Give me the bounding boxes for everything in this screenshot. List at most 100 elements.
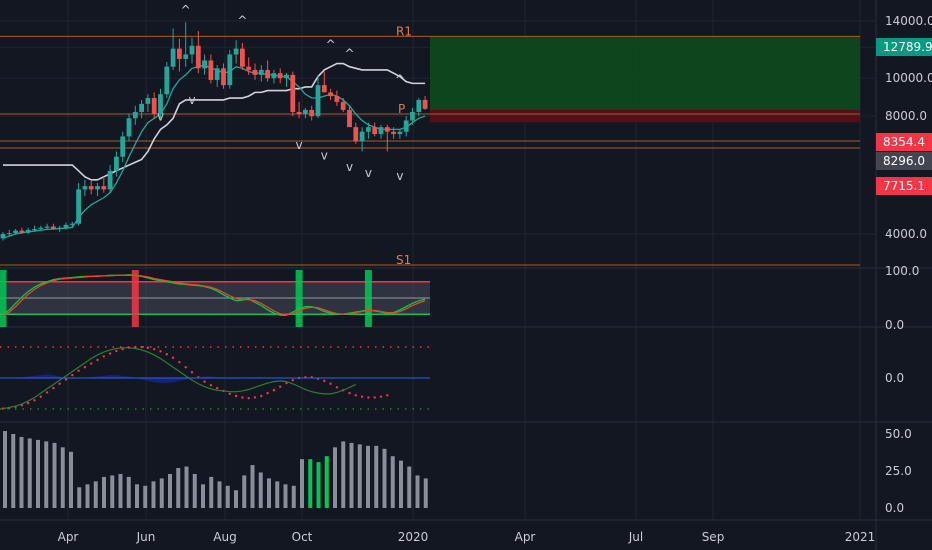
price-tag-label: 12789.9 (883, 40, 932, 54)
momentum-dot (71, 373, 74, 377)
x-axis-tick: Sep (702, 530, 725, 544)
candle-body (315, 85, 321, 117)
volume-bar (3, 431, 7, 508)
price-tag-bg (876, 152, 932, 170)
candle-body (183, 54, 189, 59)
stop-box (430, 109, 860, 123)
momentum-area (0, 374, 293, 384)
candle-body (63, 224, 69, 228)
momentum-dot (171, 356, 175, 360)
momentum-axis-tick: 0.0 (885, 371, 904, 385)
price-axis-tick: 4000.0 (885, 227, 927, 241)
momentum-dot (165, 353, 168, 356)
candle-body (271, 73, 277, 79)
momentum-dot (379, 395, 383, 398)
volume-bars (3, 431, 428, 508)
momentum-dot (153, 348, 156, 351)
candle-body (214, 68, 220, 80)
volume-bar (36, 439, 40, 508)
candle-body (57, 227, 63, 229)
candle-body (391, 131, 396, 135)
volume-bar (308, 459, 313, 508)
volume-bar (69, 451, 73, 508)
volume-bar (423, 478, 428, 508)
volume-bar (44, 441, 49, 508)
momentum-dot (146, 346, 150, 349)
x-axis-tick: Aug (213, 530, 236, 544)
volume-bar (126, 476, 131, 508)
momentum-dot (260, 394, 263, 398)
candle-body (101, 186, 107, 190)
green-marker: ^ (395, 72, 405, 86)
x-axis-tick: Apr (58, 530, 79, 544)
volume-bar (209, 476, 214, 508)
candle-body (321, 85, 327, 93)
candle-body (221, 68, 226, 86)
green-marker: ^ (344, 46, 354, 60)
pivot-label-p: P (398, 102, 405, 116)
momentum-dot (140, 345, 143, 349)
momentum-dot (386, 394, 389, 397)
candle-body (258, 69, 264, 75)
oscillator-highlight-bar (295, 270, 303, 327)
volume-bar (77, 487, 82, 508)
projection-box (430, 36, 860, 110)
candle-body (107, 170, 113, 190)
pivot-label-s1: S1 (396, 253, 411, 267)
candle-body (88, 186, 94, 190)
candle-body (334, 96, 340, 102)
volume-bar (151, 481, 156, 508)
momentum-dot (209, 384, 213, 387)
momentum-dot (360, 395, 364, 398)
candle-body (372, 127, 378, 135)
volume-bar (382, 448, 387, 508)
candle-body (6, 233, 12, 235)
x-axis-tick: Jun (136, 530, 156, 544)
volume-bar (258, 472, 263, 508)
x-axis-tick: Oct (292, 530, 313, 544)
candle-body (303, 109, 308, 115)
candle-body (296, 111, 302, 115)
x-axis-tick: 2020 (398, 530, 429, 544)
momentum-dot (27, 402, 30, 405)
candle-body (177, 48, 182, 59)
candle-body (13, 230, 18, 234)
candle-body (233, 48, 239, 55)
candle-body (158, 94, 163, 115)
momentum-dot (83, 366, 87, 369)
volume-bar (192, 473, 197, 508)
candle-body (151, 98, 157, 115)
volume-bar (234, 490, 238, 508)
candle-body (126, 118, 132, 137)
momentum-dot (348, 391, 351, 395)
candle-body (25, 229, 31, 233)
volume-bar (283, 484, 288, 508)
candle-body (19, 230, 25, 233)
momentum-dot (291, 378, 294, 382)
momentum-dot (159, 350, 162, 353)
momentum-dot (52, 386, 55, 390)
volume-bar (316, 462, 321, 508)
volume-axis-tick: 0.0 (885, 501, 904, 515)
candle-body (403, 120, 409, 132)
volume-bar (341, 441, 346, 508)
candle-body (145, 98, 151, 104)
volume-bar (102, 476, 106, 508)
candle-body (82, 186, 88, 190)
oscillator-highlight-bar (364, 270, 372, 327)
candle-body (76, 189, 81, 224)
volume-bar (349, 442, 354, 508)
candle-body (114, 156, 119, 171)
momentum-dot (58, 382, 61, 385)
pivot-label-r1: R1 (396, 24, 412, 38)
candle-body (410, 111, 415, 121)
red-marker: v (157, 109, 164, 123)
volume-bar (143, 485, 148, 508)
momentum-series-1 (2, 347, 357, 410)
momentum-dot (285, 381, 288, 385)
price-tag-bg (876, 133, 932, 151)
volume-bar (333, 447, 337, 508)
price-axis-tick: 10000.0 (885, 71, 932, 85)
candle-body (328, 92, 333, 97)
